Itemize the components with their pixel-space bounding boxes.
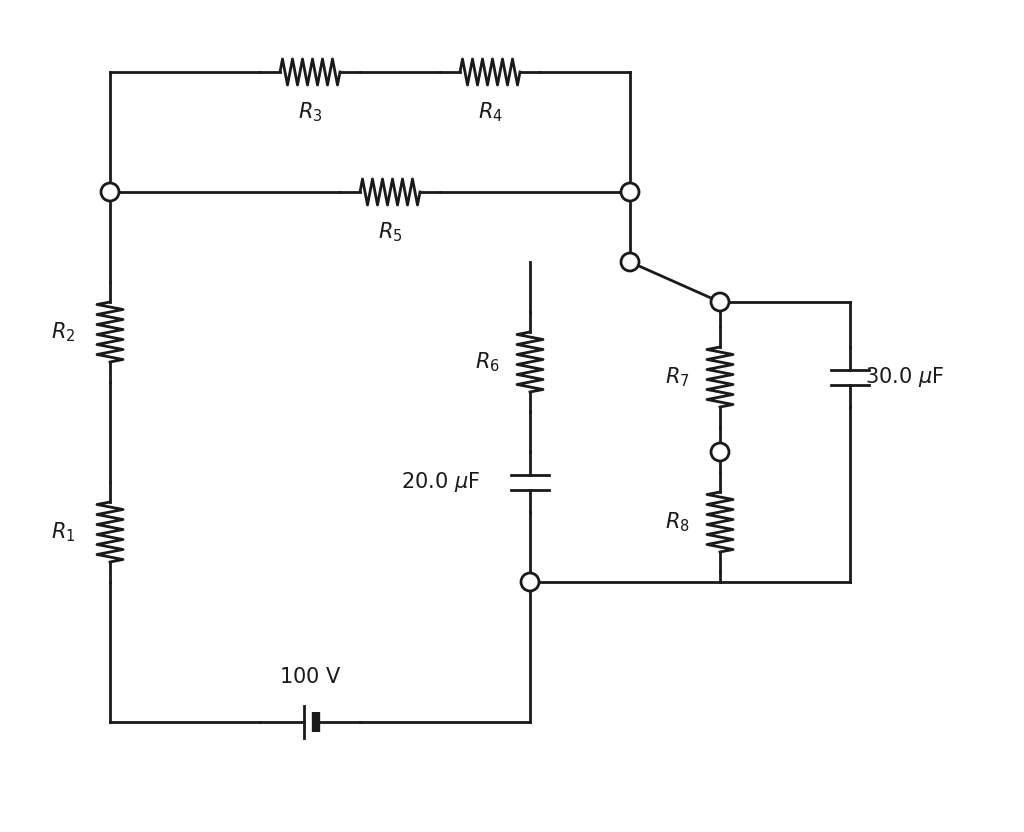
Text: $R_7$: $R_7$ (666, 365, 690, 389)
Text: $R_3$: $R_3$ (298, 100, 323, 124)
Circle shape (621, 183, 639, 201)
Circle shape (711, 293, 729, 311)
Circle shape (521, 573, 539, 591)
Text: $R_8$: $R_8$ (666, 510, 690, 534)
Text: $R_2$: $R_2$ (50, 320, 75, 344)
Text: $R_4$: $R_4$ (477, 100, 503, 124)
Circle shape (101, 183, 119, 201)
Circle shape (711, 443, 729, 461)
Circle shape (621, 253, 639, 271)
Text: $100\ \mathrm{V}$: $100\ \mathrm{V}$ (279, 667, 341, 687)
Text: $20.0\ \mu\mathrm{F}$: $20.0\ \mu\mathrm{F}$ (400, 470, 480, 494)
Text: $R_5$: $R_5$ (378, 220, 402, 244)
Text: $30.0\ \mu\mathrm{F}$: $30.0\ \mu\mathrm{F}$ (865, 365, 944, 389)
Text: $R_6$: $R_6$ (475, 350, 500, 374)
Text: $R_1$: $R_1$ (50, 520, 75, 544)
